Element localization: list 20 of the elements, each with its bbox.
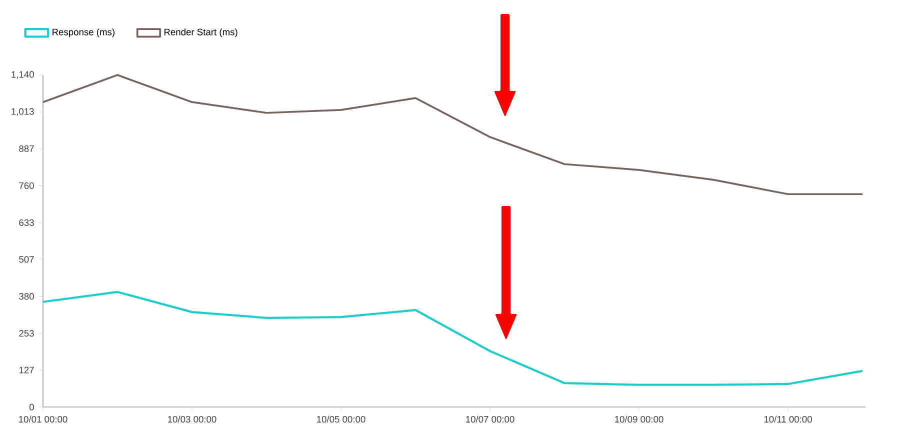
- y-tick-label: 1,013: [12, 108, 34, 116]
- y-tick-label: 0: [29, 404, 34, 410]
- legend-label: Response (ms): [52, 28, 114, 38]
- x-tick-label: 10/11 00:00: [764, 416, 812, 423]
- x-tick-label: 10/09 00:00: [615, 416, 664, 423]
- y-tick-label: 127: [19, 366, 34, 374]
- y-tick-label: 887: [19, 145, 34, 152]
- legend-label: Render Start (ms): [164, 28, 238, 38]
- y-tick-label: 1,140: [12, 71, 34, 79]
- x-tick-label: 10/01 00:00: [19, 416, 68, 423]
- line-series: [42, 74, 864, 196]
- y-tick-label: 633: [19, 219, 34, 226]
- line-series: [42, 290, 864, 386]
- y-tick-label: 380: [19, 293, 34, 300]
- y-tick-label: 253: [19, 330, 34, 337]
- y-tick-label: 760: [19, 182, 34, 189]
- y-tick-label: 507: [19, 256, 34, 263]
- x-tick-label: 10/03 00:00: [168, 416, 216, 423]
- x-tick-label: 10/07 00:00: [466, 416, 514, 423]
- x-tick-label: 10/05 00:00: [317, 416, 366, 423]
